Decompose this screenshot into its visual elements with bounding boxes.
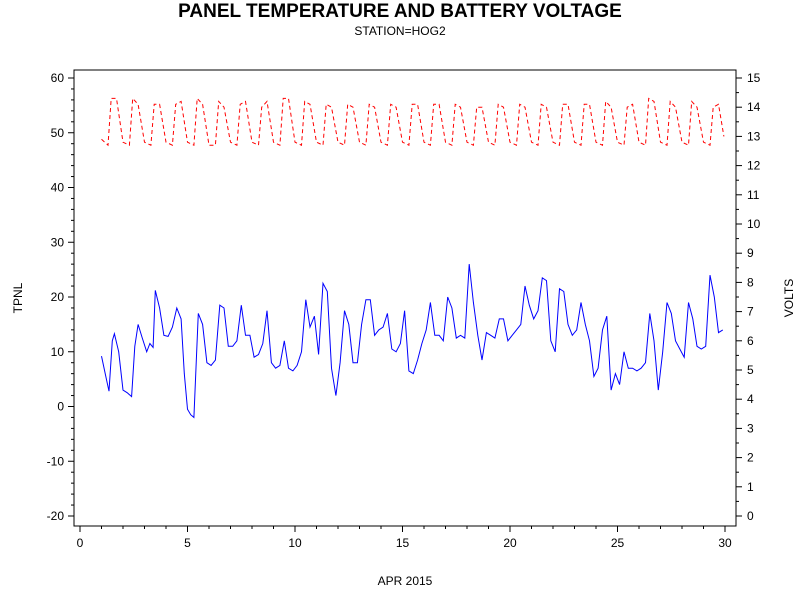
right-y-axis-label: VOLTS	[782, 279, 796, 317]
series-layer	[101, 97, 725, 419]
right-y-tick-label: 11	[747, 188, 760, 202]
right-y-tick-label: 3	[747, 421, 754, 435]
right-y-tick-label: 13	[747, 129, 761, 143]
x-tick-label: 15	[396, 536, 410, 550]
left-y-tick-label: 30	[51, 235, 65, 249]
chart-title: PANEL TEMPERATURE AND BATTERY VOLTAGE	[178, 1, 622, 22]
right-y-tick-label: 4	[747, 392, 754, 406]
left-y-tick-label: -20	[47, 509, 65, 523]
x-axis-label: APR 2015	[378, 574, 433, 588]
left-y-axis: -20 -10 0 10 20 30 40 50 60	[47, 71, 74, 523]
right-y-tick-label: 7	[747, 305, 754, 319]
plot-frame	[73, 69, 737, 527]
right-y-tick-label: 8	[747, 275, 754, 289]
right-y-tick-label: 1	[747, 480, 754, 494]
left-y-tick-label: 0	[57, 400, 64, 414]
right-y-tick-label: 0	[747, 509, 754, 523]
right-y-tick-label: 2	[747, 451, 754, 465]
right-y-tick-label: 10	[747, 217, 761, 231]
right-y-tick-label: 9	[747, 246, 754, 260]
left-y-axis-label: TPNL	[11, 282, 25, 313]
right-y-tick-label: 12	[747, 159, 761, 173]
x-tick-label: 20	[503, 536, 517, 550]
left-y-tick-label: -10	[47, 454, 65, 468]
x-tick-label: 0	[77, 536, 84, 550]
left-y-tick-label: 50	[51, 126, 65, 140]
left-y-tick-label: 40	[51, 181, 65, 195]
tpnl-series-line	[101, 264, 724, 419]
right-y-tick-label: 14	[747, 100, 761, 114]
x-tick-label: 30	[718, 536, 732, 550]
right-y-tick-label: 6	[747, 334, 754, 348]
x-tick-label: 10	[288, 536, 302, 550]
x-tick-label: 25	[611, 536, 625, 550]
chart-subtitle: STATION=HOG2	[354, 24, 446, 38]
right-y-tick-label: 5	[747, 363, 754, 377]
left-y-tick-label: 10	[51, 345, 65, 359]
left-y-tick-label: 60	[51, 71, 65, 85]
x-axis: 0 5 10 15 20 25 30	[77, 526, 732, 550]
left-y-tick-label: 20	[51, 290, 65, 304]
volts-series-line	[101, 97, 725, 147]
right-y-tick-label: 15	[747, 71, 761, 85]
x-tick-label: 5	[184, 536, 191, 550]
